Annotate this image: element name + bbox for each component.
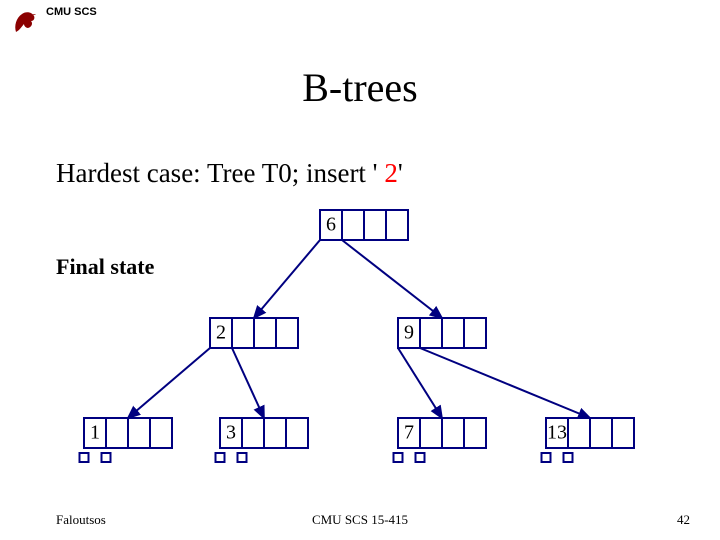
footer-course: CMU SCS 15-415 xyxy=(0,512,720,528)
btree-node-root: 6 xyxy=(320,210,408,240)
node-value: 7 xyxy=(404,422,414,444)
btree-edge xyxy=(232,348,264,418)
leaf-marker xyxy=(564,453,573,462)
leaf-marker xyxy=(216,453,225,462)
btree-edge xyxy=(420,348,590,418)
btree-node-n9: 9 xyxy=(398,318,486,348)
leaf-marker xyxy=(542,453,551,462)
leaf-marker xyxy=(102,453,111,462)
btree-diagram: 62913713 xyxy=(0,0,720,540)
node-value: 1 xyxy=(90,422,100,444)
btree-edge xyxy=(398,348,442,418)
btree-node-n7: 7 xyxy=(394,418,487,462)
btree-node-n13: 13 xyxy=(542,418,635,462)
footer-page: 42 xyxy=(677,512,690,528)
leaf-marker xyxy=(80,453,89,462)
node-value: 2 xyxy=(216,322,226,344)
node-value: 3 xyxy=(226,422,236,444)
node-value: 9 xyxy=(404,322,414,344)
btree-edge xyxy=(342,240,442,318)
btree-node-n3: 3 xyxy=(216,418,309,462)
btree-node-n1: 1 xyxy=(80,418,173,462)
btree-edge xyxy=(128,348,210,418)
leaf-marker xyxy=(238,453,247,462)
node-value: 6 xyxy=(326,214,336,236)
leaf-marker xyxy=(394,453,403,462)
btree-edge xyxy=(254,240,320,318)
btree-node-n2: 2 xyxy=(210,318,298,348)
leaf-marker xyxy=(416,453,425,462)
node-value: 13 xyxy=(547,422,567,444)
